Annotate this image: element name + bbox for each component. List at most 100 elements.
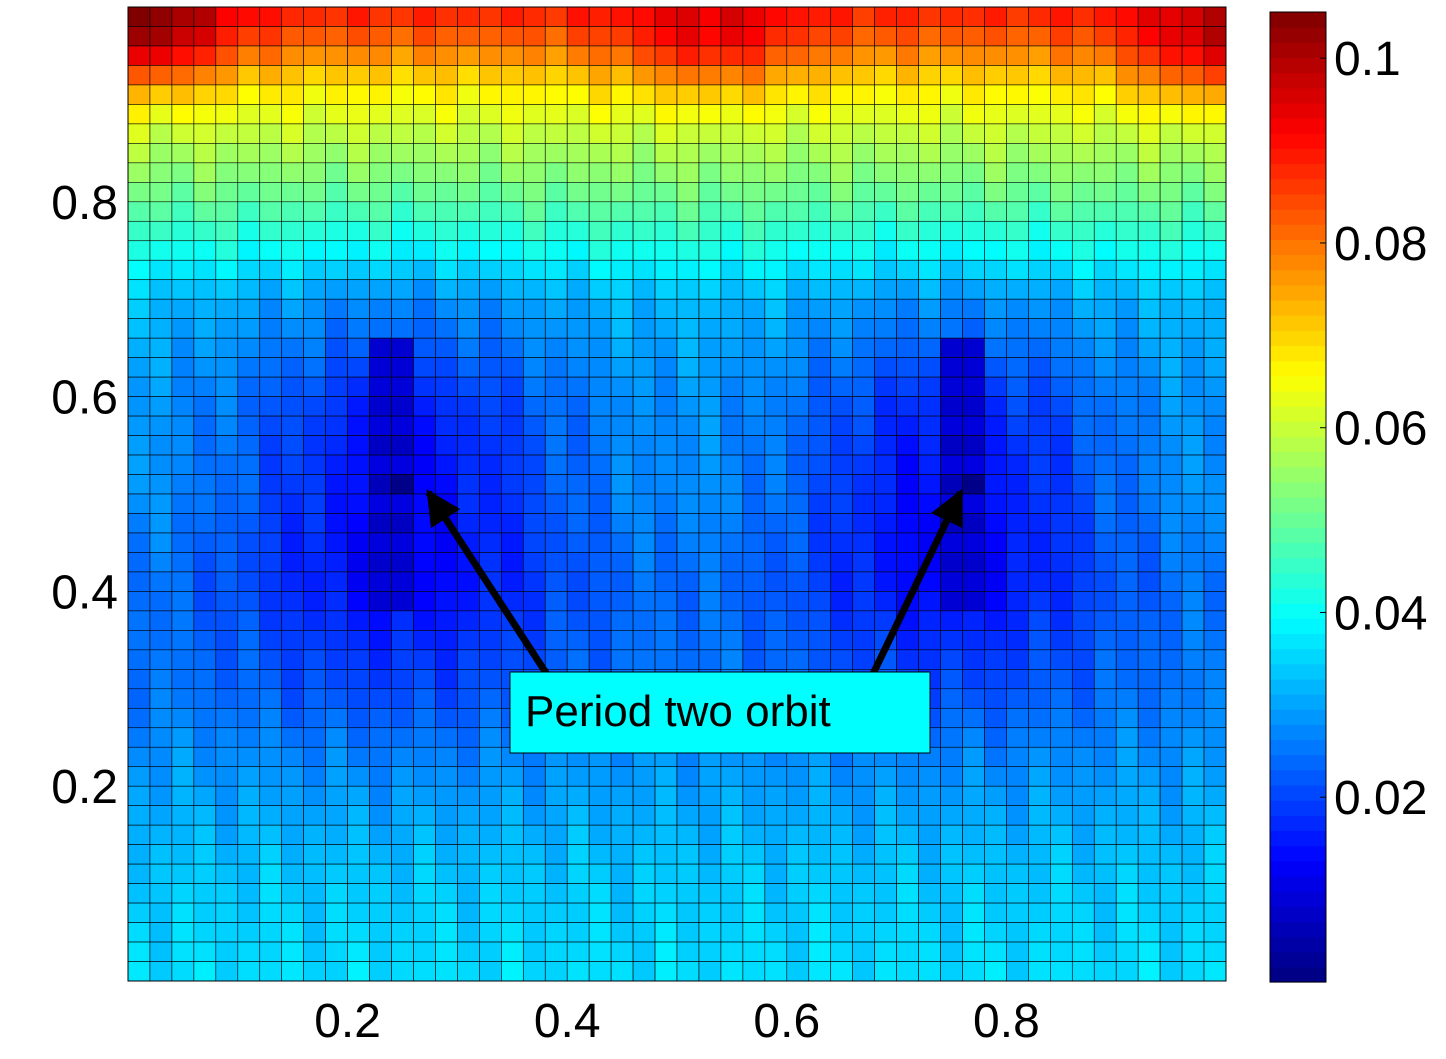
heatmap-cell [566,649,590,670]
heatmap-cell [1028,571,1051,592]
heatmap-cell [676,785,700,806]
heatmap-cell [918,84,941,105]
heatmap-cell [588,201,612,222]
heatmap-cell [127,669,151,690]
heatmap-cell [1181,123,1205,144]
heatmap-cell [720,123,744,144]
heatmap-cell [1137,143,1161,164]
heatmap-cell [1203,6,1227,27]
heatmap-cell [369,805,392,826]
heatmap-cell [610,941,634,962]
heatmap-cell [1071,6,1095,27]
heatmap-cell [325,707,348,729]
heatmap-cell [742,961,766,982]
heatmap-cell [281,396,304,417]
heatmap-cell [720,318,744,339]
heatmap-cell [171,84,195,105]
heatmap-cell [347,376,370,397]
heatmap-cell [1181,591,1205,612]
heatmap-cell [127,591,151,612]
heatmap-cell [654,376,678,397]
heatmap-cell [566,298,590,319]
heatmap-cell [391,337,414,358]
heatmap-cell [259,707,283,729]
heatmap-cell [786,318,810,339]
colorbar-tick-label: 0.02 [1334,772,1427,825]
heatmap-cell [149,84,173,105]
heatmap-cell [874,454,897,475]
heatmap-cell [435,65,458,86]
heatmap-cell [193,766,217,787]
heatmap-cell [720,220,744,242]
heatmap-cell [764,649,788,670]
heatmap-cell [1006,201,1029,222]
colorbar-segment [1270,133,1326,150]
heatmap-cell [347,259,370,281]
heatmap-cell [281,649,304,670]
heatmap-cell [918,610,941,631]
heatmap-cell [1137,649,1161,670]
heatmap-cell [984,45,1007,66]
heatmap-cell [588,376,612,397]
heatmap-cell [588,630,612,651]
heatmap-cell [149,902,173,923]
heatmap-cell [1137,6,1161,27]
heatmap-cell [896,922,919,943]
heatmap-cell [1071,766,1095,787]
heatmap-cell [632,454,656,475]
heatmap-cell [435,785,458,806]
colorbar-segment [1270,406,1326,422]
heatmap-cell [479,220,502,242]
heatmap-cell [281,902,304,923]
heatmap-cell [1159,630,1183,651]
heatmap-cell [1093,357,1117,378]
heatmap-cell [940,863,963,884]
heatmap-cell [940,766,963,787]
heatmap-cell [215,104,239,125]
heatmap-cell [1181,162,1205,183]
heatmap-cell [501,902,524,923]
heatmap-cell [215,630,239,651]
heatmap-cell [918,591,941,612]
heatmap-cell [830,337,853,358]
heatmap-cell [676,493,700,514]
heatmap-cell [874,844,897,865]
heatmap-cell [127,65,151,86]
heatmap-cell [1181,182,1205,203]
heatmap-cell [1181,805,1205,826]
heatmap-cell [1050,123,1073,144]
heatmap-cell [413,259,436,281]
heatmap-cell [808,454,832,475]
heatmap-cell [127,513,151,534]
heatmap-cell [171,844,195,865]
heatmap-cell [896,182,919,203]
heatmap-cell [1006,240,1029,261]
heatmap-cell [347,65,370,86]
heatmap-cell [720,961,744,982]
heatmap-cell [522,941,546,962]
heatmap-cell [962,162,985,183]
heatmap-cell [1071,104,1095,125]
heatmap-cell [808,493,832,514]
heatmap-cell [1050,220,1073,242]
heatmap-cell [391,552,414,573]
heatmap-cell [413,279,436,300]
heatmap-cell [281,669,304,690]
heatmap-cell [522,84,546,105]
heatmap-cell [632,513,656,534]
heatmap-cell [918,805,941,826]
heatmap-cell [281,532,304,553]
heatmap-cell [347,746,370,768]
heatmap-cell [896,474,919,495]
heatmap-cell [962,513,985,534]
heatmap-cell [874,961,897,982]
heatmap-cell [1115,513,1139,534]
heatmap-cell [1137,591,1161,612]
heatmap-cell [193,902,217,923]
heatmap-cell [347,727,370,748]
heatmap-cell [1093,201,1117,222]
heatmap-cell [1203,259,1227,281]
heatmap-cell [544,922,568,943]
heatmap-cell [413,45,436,66]
heatmap-cell [522,182,546,203]
